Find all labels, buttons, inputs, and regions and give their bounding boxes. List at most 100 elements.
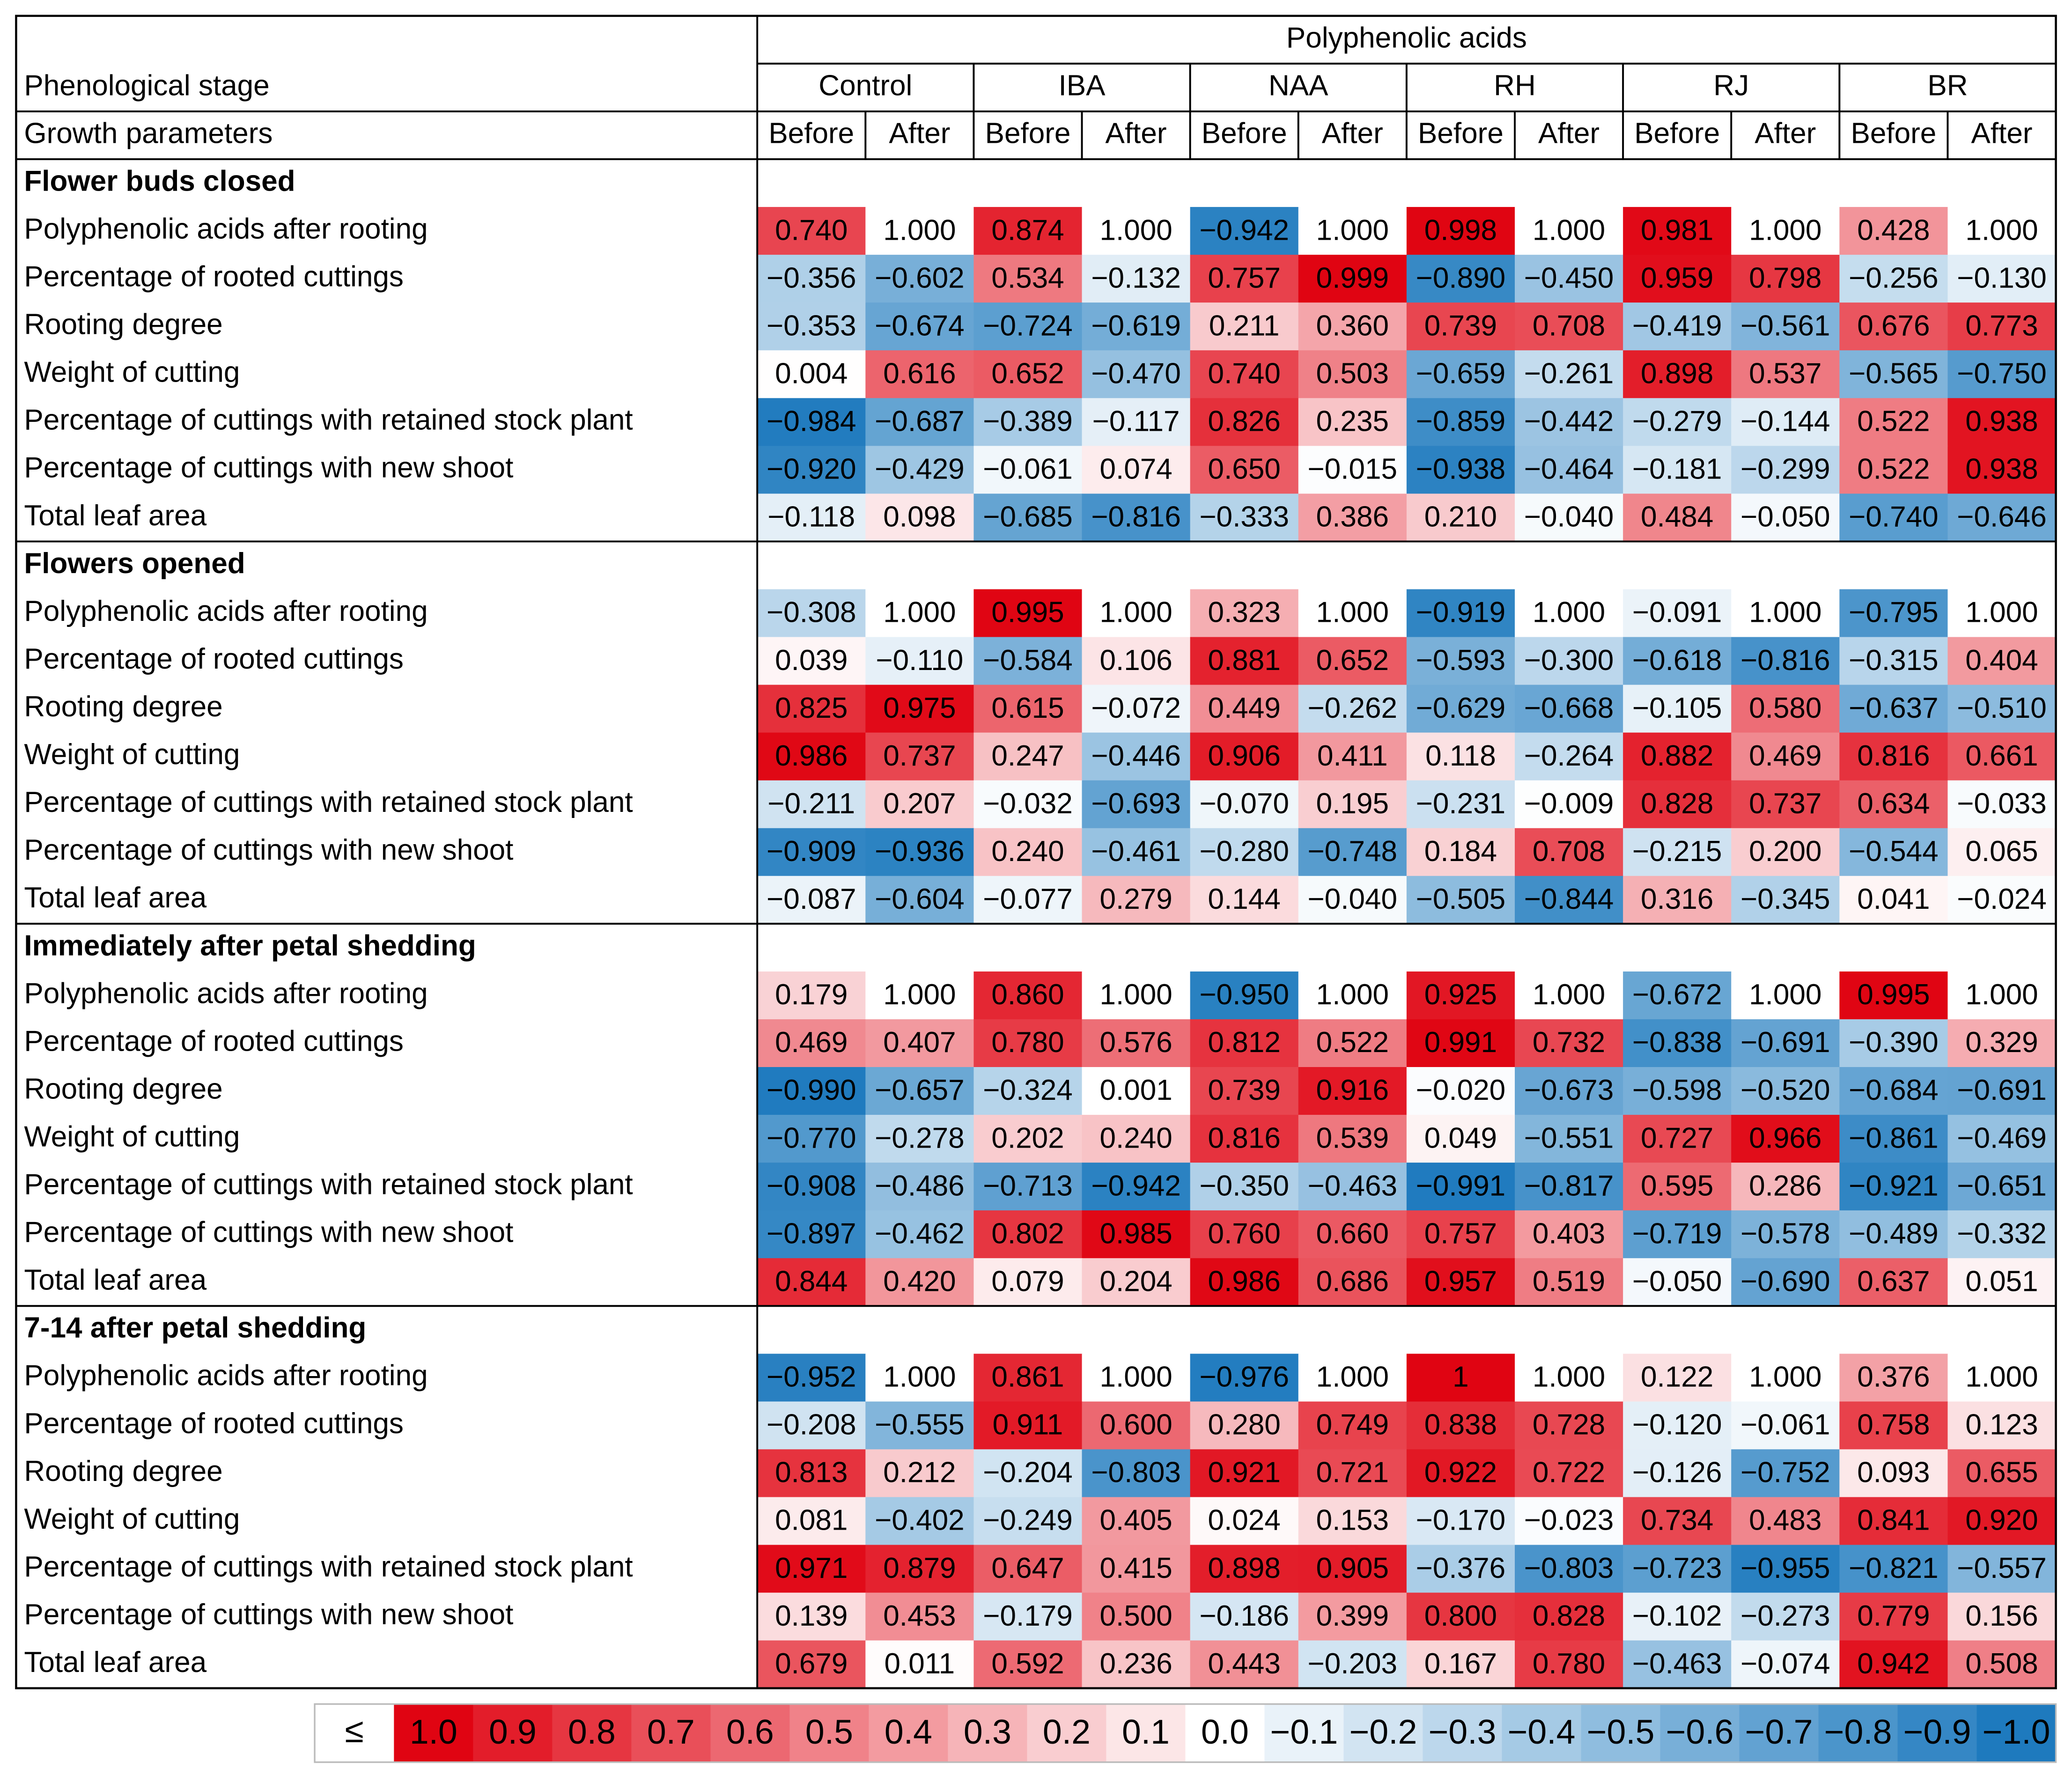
cell-value: 0.660	[1316, 1217, 1389, 1250]
heat-cell	[1298, 398, 1408, 447]
cell-value: 0.522	[1316, 1026, 1389, 1059]
heat-cell	[1839, 1592, 1948, 1642]
cell-value: 0.998	[1424, 214, 1497, 246]
heat-cell	[865, 1497, 974, 1546]
heat-cell	[1298, 685, 1408, 734]
cell-value: 0.679	[775, 1648, 848, 1680]
heat-cell	[1515, 1019, 1624, 1068]
cell-value: −0.598	[1632, 1074, 1722, 1106]
heat-cell	[1406, 685, 1516, 734]
heat-cell	[1515, 1401, 1624, 1450]
heat-cell	[1623, 1354, 1732, 1402]
cell-value: 0.453	[883, 1600, 956, 1632]
cell-value: 0.167	[1424, 1648, 1497, 1680]
cell-value: −0.020	[1416, 1074, 1506, 1106]
cell-value: 1.000	[1099, 1361, 1172, 1393]
heat-cell	[1515, 1258, 1624, 1307]
cell-value: −0.050	[1632, 1265, 1722, 1297]
heat-cell	[973, 255, 1083, 303]
heat-cell	[1190, 1210, 1299, 1259]
legend-label: −0.5	[1587, 1713, 1655, 1751]
cell-value: 0.184	[1424, 835, 1497, 868]
row-label: Weight of cutting	[24, 356, 240, 389]
heat-cell	[1947, 1592, 2057, 1642]
cell-value: 1.000	[1965, 596, 2038, 629]
heat-cell	[1298, 1115, 1408, 1163]
heat-cell	[1839, 1401, 1948, 1450]
cell-value: 0.153	[1316, 1504, 1389, 1537]
cell-value: −0.919	[1416, 596, 1506, 629]
cell-value: −0.389	[983, 405, 1073, 438]
heat-cell	[1731, 1163, 1840, 1211]
cell-value: 0.825	[775, 692, 848, 724]
heat-cell	[1082, 1258, 1191, 1307]
cell-value: 0.760	[1208, 1217, 1281, 1250]
cell-value: 0.039	[775, 644, 848, 677]
cell-value: −0.033	[1957, 788, 2047, 820]
heat-cell	[1298, 732, 1408, 781]
heat-cell	[1515, 1210, 1624, 1259]
cell-value: −0.300	[1524, 644, 1614, 677]
cell-value: −0.333	[1199, 501, 1289, 533]
legend-swatch	[1818, 1704, 1898, 1762]
cell-value: 0.123	[1965, 1409, 2038, 1441]
heat-cell	[1839, 446, 1948, 494]
cell-value: −0.752	[1740, 1457, 1830, 1489]
cell-value: −0.938	[1416, 453, 1506, 486]
cell-value: 1.000	[1316, 214, 1389, 246]
cell-value: 0.652	[1316, 644, 1389, 677]
table-border	[15, 15, 2057, 1689]
heat-cell	[1406, 876, 1516, 925]
cell-value: 0.399	[1316, 1600, 1389, 1632]
row-label: Rooting degree	[24, 1073, 222, 1105]
cell-value: 0.280	[1208, 1409, 1281, 1441]
heat-cell	[865, 255, 974, 303]
heat-cell	[973, 1401, 1083, 1450]
heat-cell	[1731, 1401, 1840, 1450]
cell-value: −0.186	[1199, 1600, 1289, 1632]
legend-label: 0.0	[1201, 1713, 1249, 1751]
cell-value: 0.812	[1208, 1026, 1281, 1059]
cell-value: 0.739	[1208, 1074, 1281, 1106]
cell-value: −0.211	[767, 788, 855, 820]
cell-value: 0.905	[1316, 1552, 1389, 1584]
heat-cell	[1298, 1497, 1408, 1546]
heat-cell	[865, 1258, 974, 1307]
heat-cell	[757, 1258, 866, 1307]
cell-value: 0.122	[1641, 1361, 1713, 1393]
heat-cell	[1731, 1067, 1840, 1116]
cell-value: −0.890	[1416, 262, 1506, 294]
cell-value: 0.235	[1316, 405, 1389, 438]
sub-header: Before	[1418, 117, 1504, 149]
heat-cell	[1947, 1019, 2057, 1068]
heat-cell	[1947, 1640, 2057, 1689]
cell-value: −0.463	[1632, 1648, 1722, 1680]
heat-cell	[757, 1592, 866, 1642]
cell-value: −0.555	[875, 1409, 965, 1441]
heat-cell	[1406, 446, 1516, 494]
heat-cell	[865, 493, 974, 542]
heat-cell	[1839, 302, 1948, 351]
heat-cell	[1406, 637, 1516, 685]
cell-value: −0.991	[1416, 1170, 1506, 1202]
heat-cell	[1190, 1354, 1299, 1402]
legend-label: 0.6	[726, 1713, 774, 1751]
legend-border	[314, 1703, 2057, 1763]
cell-value: 1.000	[1316, 1361, 1389, 1393]
cell-value: −0.816	[1091, 501, 1181, 533]
cell-value: −0.050	[1740, 501, 1830, 533]
legend-swatch	[394, 1704, 474, 1762]
heat-cell	[1082, 971, 1191, 1020]
cell-value: −0.803	[1091, 1457, 1181, 1489]
cell-value: −0.110	[876, 644, 963, 677]
cell-value: −0.604	[875, 883, 965, 915]
heat-cell	[1298, 1354, 1408, 1402]
cell-value: −0.419	[1632, 309, 1722, 342]
cell-value: −0.544	[1849, 835, 1939, 868]
cell-value: 0.727	[1641, 1122, 1713, 1154]
cell-value: −0.024	[1957, 883, 2047, 915]
heat-cell	[973, 637, 1083, 685]
cell-value: −0.402	[875, 1504, 965, 1537]
heat-cell	[1947, 589, 2057, 638]
cell-value: −0.208	[767, 1409, 856, 1441]
